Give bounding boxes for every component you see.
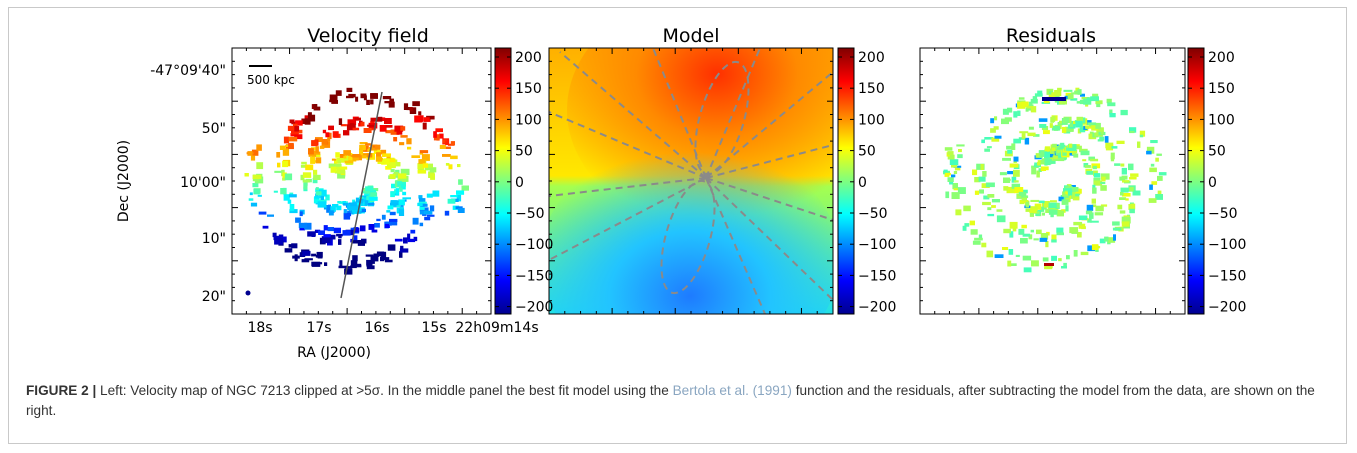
xtick-label-3: 16s (364, 320, 389, 336)
colorbar-1-tick-label: 200 (515, 50, 542, 66)
ytick-label-3: 10'00" (180, 175, 226, 191)
colorbar-3-tick-label: −100 (1208, 237, 1246, 253)
caption-text-2: function and the residuals, after subtra… (26, 383, 1315, 418)
colorbar-2-tick-label: −50 (858, 206, 888, 222)
velocity-data-map (244, 87, 469, 275)
colorbar-2-tick-label: 150 (858, 81, 885, 97)
colorbar-3-tick-label: 0 (1208, 175, 1217, 191)
ytick-label-1: -47°09'40" (150, 63, 226, 79)
xtick-label-1: 18s (247, 320, 272, 336)
model-axis-ticks (549, 48, 833, 314)
y-axis-label: Dec (J2000) (116, 140, 132, 222)
ytick-label-5: 20" (202, 289, 226, 305)
colorbar-1-tick-label: −200 (515, 300, 553, 316)
residuals-plot-frame (919, 47, 1186, 315)
citation-link[interactable]: Bertola et al. (1991) (672, 383, 792, 398)
colorbar-1-tick-label: 0 (515, 175, 524, 191)
xtick-label-4: 15s (421, 320, 446, 336)
major-axis-line (340, 91, 383, 299)
colorbar-residuals: 200 150 100 50 0 −50 −100 −150 −200 (1187, 47, 1246, 316)
beam-marker (245, 290, 251, 296)
colorbar-model: 200 150 100 50 0 −50 −100 −150 −200 (837, 47, 896, 316)
figure-caption: FIGURE 2 | Left: Velocity map of NGC 721… (26, 381, 1326, 421)
colorbar-2-tick-label: −200 (858, 300, 896, 316)
ytick-label-2: 50" (202, 121, 226, 137)
scale-bar-label: 500 kpc (247, 73, 295, 87)
colorbar-3-tick-label: −200 (1208, 300, 1246, 316)
velocity-axis-ticks (232, 48, 491, 314)
caption-label: FIGURE 2 | (26, 383, 97, 398)
colorbar-2-tick-label: 50 (858, 144, 876, 160)
velocity-plot-frame (231, 47, 492, 315)
panel-title-model: Model (662, 25, 719, 47)
model-contours (549, 48, 833, 314)
colorbar-1-tick-label: −150 (515, 268, 553, 284)
x-axis-label: RA (J2000) (297, 345, 371, 361)
colorbar-2-tick-label: 100 (858, 112, 885, 128)
colorbar-2-tick-label: −150 (858, 268, 896, 284)
panel-title-residuals: Residuals (1006, 25, 1096, 47)
colorbar-1-tick-label: −100 (515, 237, 553, 253)
xtick-label-2: 17s (306, 320, 331, 336)
colorbar-3-tick-label: 200 (1208, 50, 1235, 66)
colorbar-1-tick-label: 50 (515, 144, 533, 160)
colorbar-3-tick-label: −50 (1208, 206, 1238, 222)
caption-text-1: Left: Velocity map of NGC 7213 clipped a… (96, 383, 673, 398)
colorbar-2-tick-label: 200 (858, 50, 885, 66)
colorbar-1-tick-label: 100 (515, 112, 542, 128)
colorbar-3-tick-label: 100 (1208, 112, 1235, 128)
residuals-axis-ticks (920, 48, 1185, 314)
colorbar-3-tick-label: 50 (1208, 144, 1226, 160)
colorbar-velocity: 200 150 100 50 0 −50 −100 −150 −200 (494, 47, 553, 316)
ytick-label-4: 10" (202, 231, 226, 247)
panel-title-velocity: Velocity field (307, 25, 429, 47)
colorbar-1-tick-label: 150 (515, 81, 542, 97)
model-map (549, 48, 833, 314)
colorbar-1-tick-label: −50 (515, 206, 545, 222)
colorbar-2-tick-label: −100 (858, 237, 896, 253)
xtick-label-5: 22h09m14s (455, 320, 538, 336)
figure-panels: Velocity field 500 kpc -47°09'40" 50" 10… (116, 25, 1246, 361)
colorbar-2-tick-label: 0 (858, 175, 867, 191)
colorbar-3-tick-label: −150 (1208, 268, 1246, 284)
residuals-data-map (943, 87, 1167, 273)
colorbar-3-tick-label: 150 (1208, 81, 1235, 97)
